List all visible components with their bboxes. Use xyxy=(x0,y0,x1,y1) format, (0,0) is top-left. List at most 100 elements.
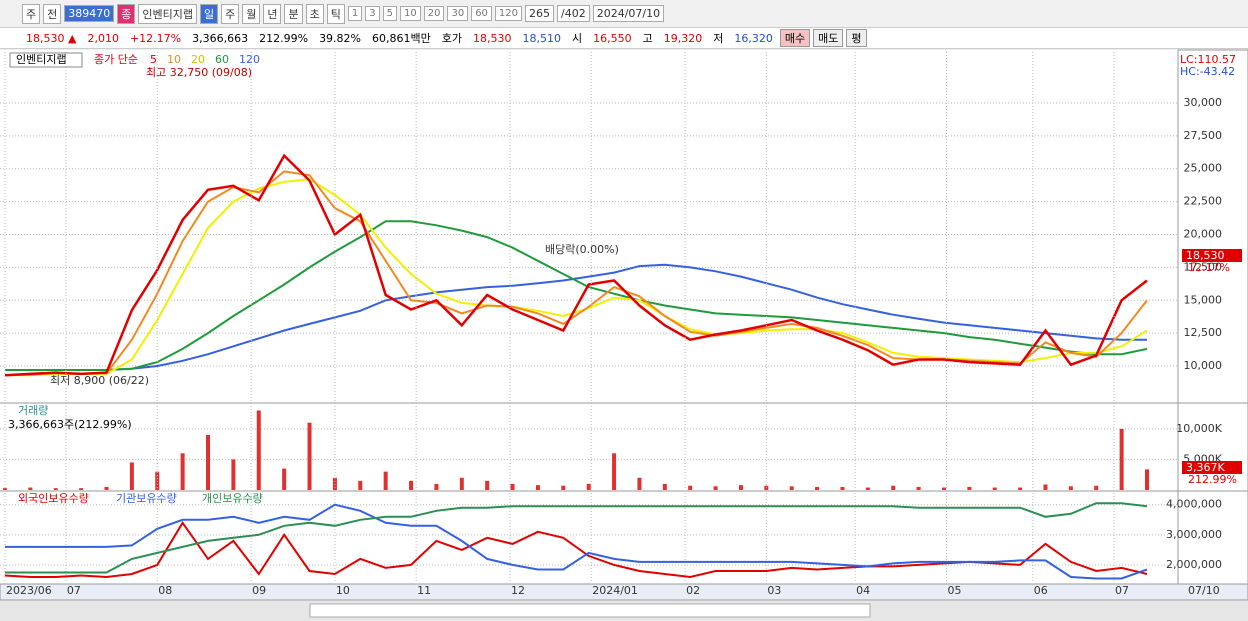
toolbar-item[interactable]: 초 xyxy=(305,3,324,24)
change-label: 12.17% xyxy=(1188,261,1230,274)
toolbar-item[interactable]: 389470 xyxy=(64,5,115,22)
volume-bar xyxy=(180,453,185,490)
x-tick-label: 11 xyxy=(417,584,431,597)
volume-bar xyxy=(688,485,693,490)
toolbar-item[interactable]: /402 xyxy=(557,5,590,22)
quote-item: 16,320 xyxy=(734,31,773,45)
volume-bar xyxy=(586,483,591,490)
y-tick-label: 27,500 xyxy=(1184,129,1223,142)
toolbar-item[interactable]: 60 xyxy=(471,6,492,21)
toolbar-item[interactable]: 주 xyxy=(221,3,240,24)
volume-bar xyxy=(612,453,617,490)
chart-title: 인벤티지랩 xyxy=(16,53,67,66)
toolbar-item[interactable]: 1 xyxy=(347,6,363,21)
change-label: 212.99% xyxy=(1188,473,1237,486)
volume-bar xyxy=(891,485,896,490)
axis-bg xyxy=(1177,49,1248,601)
volume-bar xyxy=(332,477,337,490)
quote-item: 19,320 xyxy=(663,31,703,45)
quote-item: 매수 xyxy=(779,29,811,47)
volume-bar xyxy=(28,487,33,490)
volume-bar xyxy=(104,486,109,490)
volume-bar xyxy=(383,471,388,490)
toolbar-item[interactable]: 2024/07/10 xyxy=(592,5,665,22)
volume-bar xyxy=(662,483,667,490)
toolbar-item[interactable]: 분 xyxy=(284,3,303,24)
toolbar-item[interactable]: 월 xyxy=(242,3,261,24)
panel-subtitle: 3,366,663주(212.99%) xyxy=(8,418,132,431)
volume-bar xyxy=(485,480,490,490)
last-box xyxy=(1182,461,1242,474)
toolbar-item[interactable]: 3 xyxy=(365,6,380,21)
series-line xyxy=(5,220,1148,371)
x-tick-label: 06 xyxy=(1034,584,1048,597)
toolbar-item[interactable]: 틱 xyxy=(326,3,345,24)
series-line xyxy=(5,178,1148,377)
y-tick-label: 2,000,000 xyxy=(1166,558,1222,571)
legend-item: 10 xyxy=(167,53,181,66)
x-end-label: 07/10 xyxy=(1188,584,1220,597)
y-tick-label: 3,000,000 xyxy=(1166,528,1222,541)
annotation: 최고 32,750 (09/08) xyxy=(146,66,252,79)
toolbar-item[interactable]: 종 xyxy=(117,3,136,24)
quote-item: 18,530 ▲ xyxy=(26,31,77,45)
x-tick-label: 07 xyxy=(1115,584,1129,597)
volume-bar xyxy=(561,485,566,490)
toolbar: 주 전 389470 종 인벤티지랩 일 주 월 년 분 초 틱 1 3 5 10 20 30 60 120 265/4… xyxy=(0,0,1248,27)
legend-item: 5 xyxy=(150,53,157,66)
toolbar-item[interactable]: 20 xyxy=(423,6,445,21)
volume-bar xyxy=(510,483,515,490)
series-line xyxy=(5,503,1148,580)
volume-bar xyxy=(307,422,312,490)
x-tick-label: 2023/06 xyxy=(6,584,52,597)
toolbar-item[interactable]: 10 xyxy=(399,6,421,21)
volume-bar xyxy=(840,486,845,490)
volume-bar xyxy=(789,486,794,490)
volume-bar xyxy=(409,480,414,490)
toolbar-item[interactable]: 인벤티지랩 xyxy=(138,3,197,24)
x-tick-label: 2024/01 xyxy=(592,584,638,597)
x-tick-label: 04 xyxy=(856,584,870,597)
toolbar-item[interactable]: 30 xyxy=(447,6,469,21)
right-label: HC:-43.42 xyxy=(1180,65,1235,78)
volume-bar xyxy=(1145,469,1149,490)
x-tick-label: 07 xyxy=(67,584,81,597)
toolbar-item[interactable]: 전 xyxy=(43,3,62,24)
volume-bar xyxy=(815,486,820,490)
quote-item: 평 xyxy=(846,29,867,47)
volume-bar xyxy=(53,488,58,490)
toolbar-item[interactable]: 년 xyxy=(263,3,282,24)
y-tick-label: 4,000,000 xyxy=(1166,498,1222,511)
volume-bar xyxy=(916,486,921,490)
toolbar-item[interactable]: 265 xyxy=(525,5,555,22)
y-tick-label: 30,000 xyxy=(1184,96,1223,109)
quote-item: 16,550 xyxy=(593,31,632,45)
quote-item: 저 xyxy=(713,32,724,45)
x-tick-label: 02 xyxy=(686,584,700,597)
y-tick-label: 22,500 xyxy=(1184,195,1223,208)
quote-bar: 18,530 ▲ 2,010 +12.17% 3,366,663 212.99% 39.8… xyxy=(0,27,1248,49)
toolbar-item[interactable]: 일 xyxy=(199,3,219,24)
legend-item: 개인보유수량 xyxy=(202,492,263,505)
x-tick-label: 05 xyxy=(948,584,962,597)
panel-title: 거래량 xyxy=(18,404,48,417)
x-axis-bg xyxy=(0,583,1248,601)
legend-item: 20 xyxy=(191,53,205,66)
last-box xyxy=(1182,249,1242,262)
title-box xyxy=(9,52,83,68)
series-line xyxy=(5,263,1147,371)
x-tick-label: 09 xyxy=(252,584,266,597)
volume-bar xyxy=(434,483,439,490)
legend-item: 기관보유수량 xyxy=(116,492,177,505)
toolbar-item[interactable]: 주 xyxy=(22,3,41,24)
toolbar-item[interactable]: 120 xyxy=(494,6,523,21)
legend-item: 120 xyxy=(239,53,260,66)
volume-bar xyxy=(865,487,870,490)
volume-bar xyxy=(1094,485,1099,490)
x-tick-label: 12 xyxy=(511,584,525,597)
quote-item: 18,510 xyxy=(522,31,562,45)
scroll-thumb[interactable] xyxy=(309,603,871,618)
toolbar-item[interactable]: 5 xyxy=(382,6,397,21)
quote-item: +12.17% xyxy=(129,31,182,45)
volume-bar xyxy=(282,468,287,490)
